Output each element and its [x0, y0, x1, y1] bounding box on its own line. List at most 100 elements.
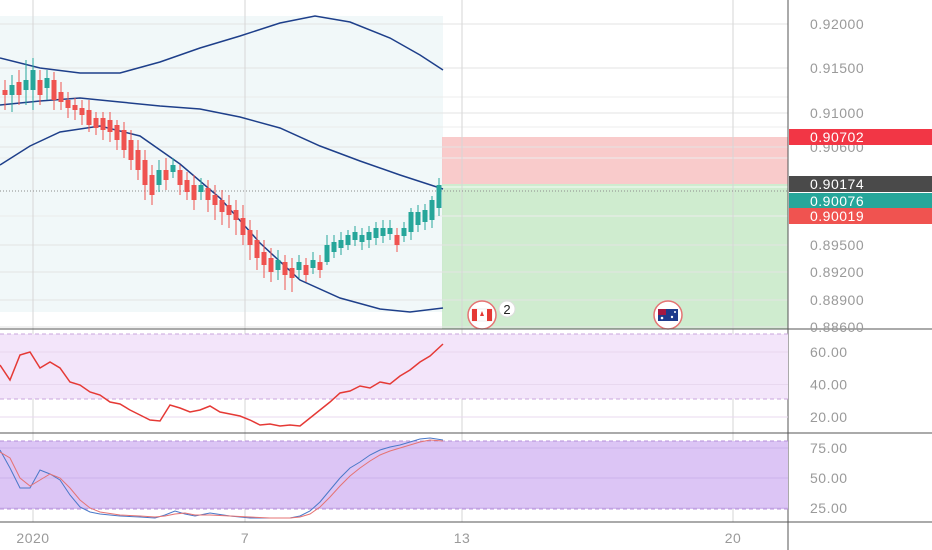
candle: [2, 80, 8, 110]
price-gridlines: [0, 23, 788, 328]
price-tick-label: 0.91000: [810, 105, 864, 121]
candle: [233, 200, 239, 235]
price-tag-label: 0.90702: [810, 129, 864, 145]
candle: [387, 220, 393, 240]
price-tick-label: 0.89500: [810, 237, 864, 253]
bollinger-middle-band: [0, 97, 444, 190]
stochastic-panel: [0, 437, 788, 519]
event-count-label: 2: [503, 302, 510, 317]
candle: [163, 158, 169, 190]
candle: [142, 150, 148, 200]
candle: [44, 70, 50, 100]
candle: [436, 178, 442, 216]
candle: [226, 195, 232, 228]
candle: [86, 100, 92, 132]
candle: [247, 220, 253, 260]
stochastic-axis: 75.00 50.00 25.00: [810, 440, 848, 516]
candle: [72, 98, 78, 120]
candle: [23, 60, 29, 105]
candle: [205, 180, 211, 212]
price-axis: 0.920000.915000.910000.906000.895000.892…: [810, 16, 864, 335]
time-tick-label: 13: [454, 530, 471, 546]
candle: [30, 58, 36, 110]
price-tag-label: 0.90174: [810, 176, 864, 192]
candle: [100, 112, 106, 140]
candle: [93, 112, 99, 135]
stochastic-tick-label: 25.00: [810, 500, 848, 516]
candle: [415, 205, 421, 232]
candle: [373, 222, 379, 245]
candle: [65, 92, 71, 118]
candle: [380, 220, 386, 243]
candle: [114, 120, 120, 150]
rsi-panel: [0, 333, 788, 427]
price-panel: [0, 0, 788, 522]
rsi-tick-label: 40.00: [810, 377, 848, 393]
stop-loss-zone[interactable]: [442, 137, 788, 184]
price-tag: [789, 208, 932, 224]
bollinger-fill: [0, 16, 443, 312]
price-tag-label: 0.90076: [810, 193, 864, 209]
candle: [184, 172, 190, 200]
time-tick-label: 20: [725, 530, 742, 546]
candle: [37, 70, 43, 105]
stochastic-tick-label: 75.00: [810, 440, 848, 456]
rsi-tick-label: 20.00: [810, 409, 848, 425]
candle: [359, 228, 365, 250]
candle: [324, 235, 330, 265]
price-tick-label: 0.91500: [810, 60, 864, 76]
candle: [394, 228, 400, 252]
candle: [289, 258, 295, 292]
candle: [58, 82, 64, 110]
price-tick-label: 0.89200: [810, 264, 864, 280]
time-tick-label: 7: [241, 530, 249, 546]
candle: [107, 112, 113, 142]
candle: [212, 185, 218, 220]
australia-flag-icon[interactable]: [653, 300, 683, 330]
candle: [303, 258, 309, 282]
candle: [408, 208, 414, 240]
price-tag-label: 0.90019: [810, 208, 864, 224]
candle: [51, 72, 57, 110]
candle: [331, 235, 337, 258]
price-tick-label: 0.88600: [810, 319, 864, 335]
bollinger-lower-band: [0, 125, 444, 313]
price-tag: [789, 176, 932, 192]
candle: [366, 226, 372, 248]
price-tick-label: 0.92000: [810, 16, 864, 32]
bollinger-upper-band: [0, 15, 444, 74]
price-tag: [789, 129, 932, 145]
canada-flag-icon[interactable]: 2: [467, 300, 516, 330]
rsi-line: [0, 343, 444, 427]
candle: [261, 240, 267, 278]
candle: [310, 252, 316, 274]
candle: [422, 204, 428, 230]
candle: [296, 255, 302, 278]
stochastic-k-line: [0, 437, 444, 519]
candle: [128, 130, 134, 170]
candle: [9, 75, 15, 112]
candle: [345, 230, 351, 250]
price-tag: [789, 193, 932, 209]
price-tick-label: 0.88900: [810, 292, 864, 308]
candle: [16, 70, 22, 105]
candle: [338, 232, 344, 255]
candle: [191, 175, 197, 210]
candle: [317, 255, 323, 278]
time-axis: 2020 7 13 20: [16, 530, 742, 546]
candlestick-series: [2, 58, 442, 292]
time-tick-label: 2020: [16, 530, 49, 546]
candle: [135, 140, 141, 180]
candle: [79, 100, 85, 125]
vertical-gridlines: [32, 0, 734, 522]
candle: [121, 122, 127, 158]
stochastic-tick-label: 50.00: [810, 470, 848, 486]
candle: [254, 230, 260, 270]
stochastic-d-line: [0, 439, 444, 519]
candle: [282, 255, 288, 290]
candle: [401, 222, 407, 242]
candle: [198, 178, 204, 200]
candle: [429, 196, 435, 228]
